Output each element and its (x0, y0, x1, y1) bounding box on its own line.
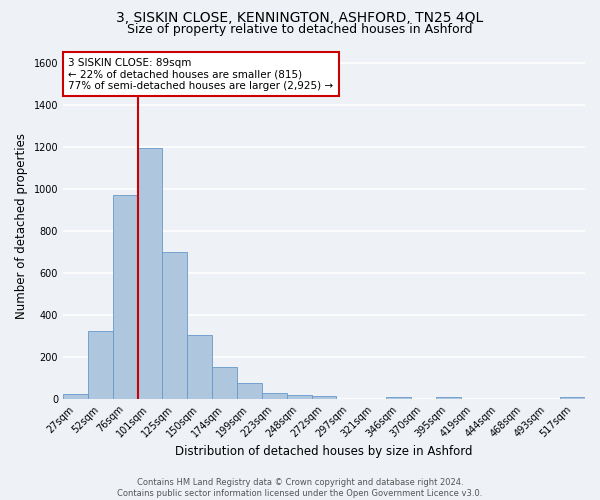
Bar (113, 196, 137, 399)
Bar (63, 394, 88, 399)
Text: 3, SISKIN CLOSE, KENNINGTON, ASHFORD, TN25 4QL: 3, SISKIN CLOSE, KENNINGTON, ASHFORD, TN… (116, 11, 484, 25)
Bar (311, 396, 337, 399)
Bar (187, 335, 212, 399)
Bar (560, 397, 585, 399)
Bar (436, 396, 461, 399)
Text: Contains HM Land Registry data © Crown copyright and database right 2024.
Contai: Contains HM Land Registry data © Crown c… (118, 478, 482, 498)
Bar (237, 384, 262, 399)
Bar (386, 397, 411, 399)
Text: 3 SISKIN CLOSE: 89sqm
← 22% of detached houses are smaller (815)
77% of semi-det: 3 SISKIN CLOSE: 89sqm ← 22% of detached … (68, 58, 334, 91)
X-axis label: Distribution of detached houses by size in Ashford: Distribution of detached houses by size … (175, 444, 473, 458)
Bar (287, 395, 311, 399)
Y-axis label: Number of detached properties: Number of detached properties (15, 133, 28, 319)
Text: Size of property relative to detached houses in Ashford: Size of property relative to detached ho… (127, 22, 473, 36)
Bar (212, 366, 237, 399)
Bar (262, 393, 287, 399)
Bar (137, 148, 163, 399)
Bar (88, 331, 113, 399)
Bar (163, 252, 187, 399)
